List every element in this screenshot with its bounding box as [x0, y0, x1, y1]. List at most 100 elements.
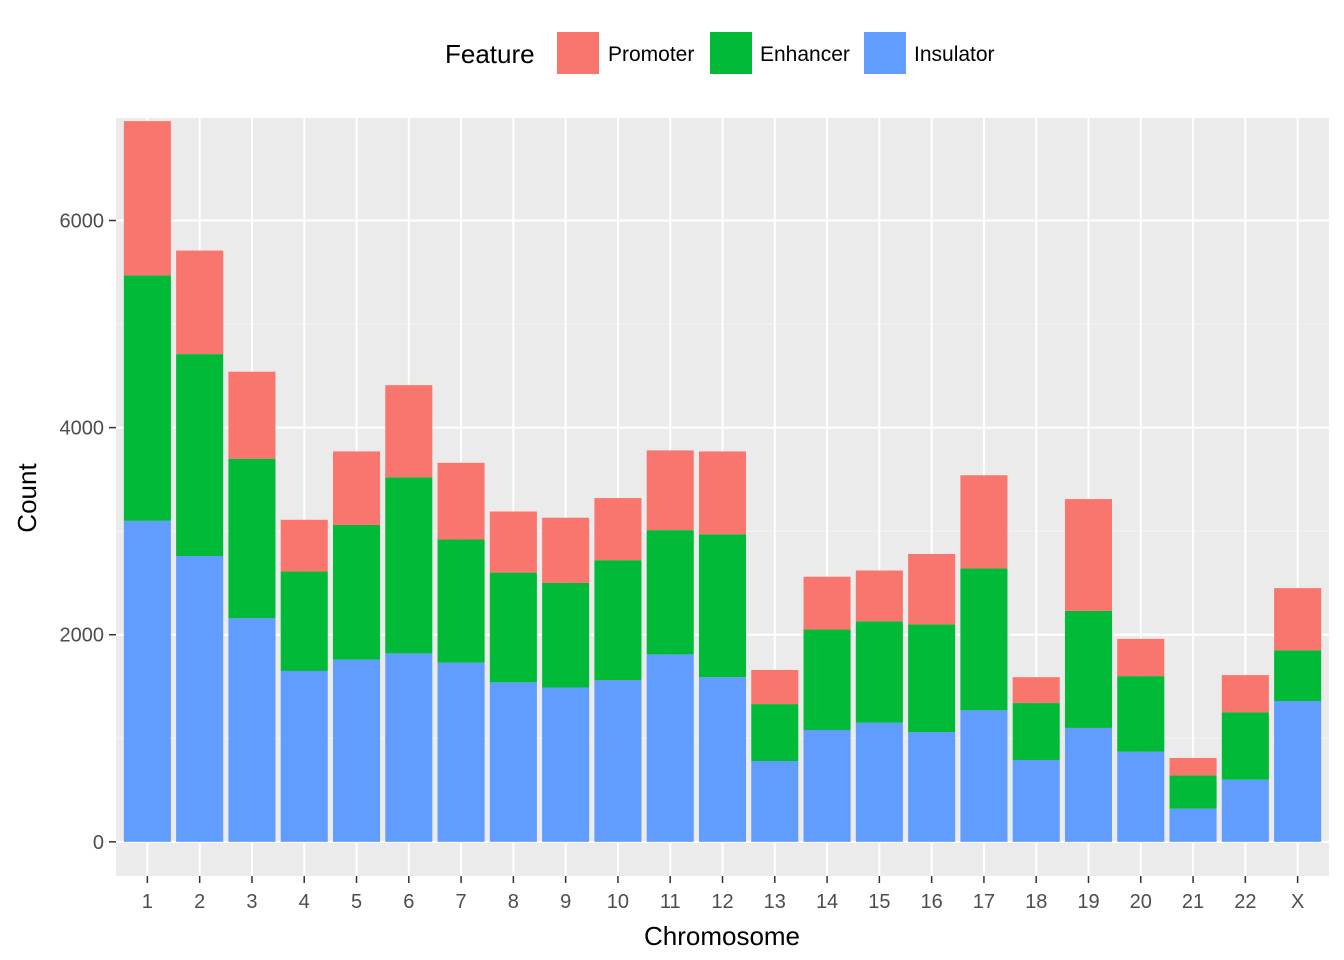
bar-insulator-chr-1: [123, 520, 171, 842]
bar-insulator-chr-18: [1012, 760, 1060, 842]
x-tick-label: 15: [868, 891, 890, 913]
bar-enhancer-chr-14: [803, 629, 851, 730]
bar-enhancer-chr-18: [1012, 703, 1060, 761]
bar-promoter-chr-4: [280, 519, 328, 572]
bar-enhancer-chr-15: [855, 621, 903, 723]
bar-enhancer-chr-1: [123, 275, 171, 521]
bar-insulator-chr-7: [437, 662, 485, 842]
bar-promoter-chr-7: [437, 462, 485, 540]
bar-enhancer-chr-X: [1274, 650, 1322, 701]
bar-promoter-chr-9: [542, 517, 590, 583]
bar-promoter-chr-13: [751, 669, 799, 705]
bar-promoter-chr-12: [698, 451, 747, 535]
bar-enhancer-chr-5: [332, 524, 381, 660]
bar-insulator-chr-5: [332, 659, 381, 842]
x-tick-label: 4: [299, 891, 310, 913]
bar-promoter-chr-X: [1274, 588, 1322, 651]
bar-enhancer-chr-17: [960, 568, 1008, 711]
bar-insulator-chr-13: [751, 761, 799, 842]
bar-promoter-chr-17: [960, 475, 1008, 569]
bar-enhancer-chr-10: [594, 560, 642, 681]
bar-promoter-chr-11: [646, 450, 694, 531]
x-tick-label: X: [1291, 891, 1304, 913]
x-tick-label: 12: [711, 891, 733, 913]
x-tick-label: 19: [1077, 891, 1099, 913]
bar-promoter-chr-18: [1012, 677, 1060, 704]
bar-promoter-chr-19: [1064, 499, 1113, 611]
bar-insulator-chr-X: [1274, 700, 1322, 842]
y-tick-label: 4000: [60, 418, 105, 440]
bar-enhancer-chr-16: [908, 624, 956, 733]
bar-enhancer-chr-20: [1117, 676, 1165, 752]
x-tick-label: 11: [660, 891, 681, 913]
x-tick-label: 1: [142, 891, 153, 913]
bar-enhancer-chr-6: [385, 477, 433, 654]
bar-insulator-chr-9: [542, 687, 590, 842]
bar-promoter-chr-14: [803, 576, 851, 630]
x-tick-label: 6: [403, 891, 414, 913]
bar-promoter-chr-8: [489, 511, 537, 573]
bar-promoter-chr-6: [385, 385, 433, 478]
bar-insulator-chr-14: [803, 729, 851, 842]
legend-label-insulator: Insulator: [914, 43, 995, 66]
bar-insulator-chr-2: [176, 556, 224, 842]
bars: [123, 121, 1322, 842]
bar-insulator-chr-16: [908, 732, 956, 842]
legend: Feature Promoter Enhancer Insulator: [445, 32, 995, 74]
bar-promoter-chr-1: [123, 121, 171, 276]
x-axis-title: Chromosome: [644, 921, 800, 951]
x-axis: 1 2 3 4 5 6 7 8 9 10 11 12 13 14 15 16 17 18 19 20 21 22 X: [142, 876, 1304, 913]
bar-insulator-chr-21: [1169, 808, 1217, 842]
bar-promoter-chr-16: [908, 553, 956, 625]
bar-promoter-chr-15: [855, 570, 903, 622]
x-tick-label: 13: [764, 891, 786, 913]
x-tick-label: 5: [351, 891, 362, 913]
bar-insulator-chr-4: [280, 670, 328, 842]
x-tick-label: 2: [194, 891, 205, 913]
bar-enhancer-chr-19: [1064, 610, 1113, 728]
y-tick-label: 6000: [60, 211, 105, 233]
legend-swatch-insulator: [864, 32, 906, 74]
y-tick-label: 0: [93, 832, 104, 854]
x-tick-label: 16: [921, 891, 943, 913]
bar-promoter-chr-2: [176, 250, 224, 355]
bar-enhancer-chr-3: [228, 458, 276, 619]
bar-promoter-chr-5: [332, 451, 381, 525]
x-tick-label: 3: [246, 891, 257, 913]
legend-label-enhancer: Enhancer: [760, 43, 850, 66]
bar-insulator-chr-6: [385, 653, 433, 842]
bar-promoter-chr-20: [1117, 638, 1165, 677]
bar-enhancer-chr-22: [1221, 712, 1269, 780]
y-axis: 0 2000 4000 6000: [60, 211, 116, 854]
x-tick-label: 17: [973, 891, 995, 913]
legend-label-promoter: Promoter: [608, 43, 694, 66]
bar-enhancer-chr-7: [437, 539, 485, 663]
bar-enhancer-chr-2: [176, 354, 224, 557]
bar-insulator-chr-8: [489, 682, 537, 842]
y-tick-label: 2000: [60, 625, 105, 647]
bar-insulator-chr-11: [646, 654, 694, 842]
bar-insulator-chr-12: [698, 677, 747, 842]
bar-insulator-chr-22: [1221, 779, 1269, 842]
y-axis-title: Count: [12, 463, 42, 533]
bar-enhancer-chr-13: [751, 704, 799, 762]
bar-enhancer-chr-12: [698, 534, 747, 678]
x-tick-label: 20: [1130, 891, 1152, 913]
bar-enhancer-chr-11: [646, 530, 694, 655]
bar-promoter-chr-21: [1169, 757, 1217, 776]
x-tick-label: 22: [1234, 891, 1256, 913]
bar-enhancer-chr-8: [489, 572, 537, 683]
bar-insulator-chr-19: [1064, 727, 1113, 842]
legend-title: Feature: [445, 39, 535, 69]
bar-enhancer-chr-4: [280, 571, 328, 671]
bar-promoter-chr-22: [1221, 675, 1269, 713]
x-tick-label: 18: [1025, 891, 1047, 913]
x-tick-label: 21: [1182, 891, 1204, 913]
bar-insulator-chr-20: [1117, 751, 1165, 842]
x-tick-label: 8: [508, 891, 519, 913]
bar-insulator-chr-3: [228, 618, 276, 842]
bar-promoter-chr-10: [594, 498, 642, 561]
bar-insulator-chr-15: [855, 722, 903, 842]
